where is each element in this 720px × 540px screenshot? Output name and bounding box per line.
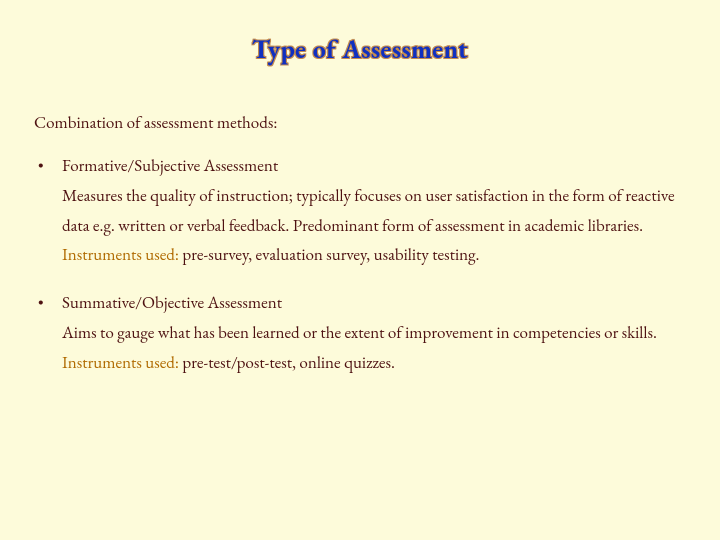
item-instruments-line: Instruments used: pre-survey, evaluation… [62,241,686,271]
list-item: Summative/Objective Assessment Aims to g… [34,289,686,378]
instruments-value: pre-survey, evaluation survey, usability… [179,244,479,266]
instruments-value: pre-test/post-test, online quizzes. [179,352,395,374]
item-description: Measures the quality of instruction; typ… [62,185,675,237]
list-item: Formative/Subjective Assessment Measures… [34,152,686,271]
slide: Type of Assessment Combination of assess… [0,0,720,540]
item-heading: Summative/Objective Assessment [62,292,282,314]
intro-text: Combination of assessment methods: [34,112,686,134]
slide-title: Type of Assessment [34,32,686,66]
instruments-label: Instruments used: [62,352,179,374]
item-instruments-line: Instruments used: pre-test/post-test, on… [62,349,686,379]
item-description: Aims to gauge what has been learned or t… [62,322,657,344]
instruments-label: Instruments used: [62,244,179,266]
bullet-list: Formative/Subjective Assessment Measures… [34,152,686,378]
item-heading: Formative/Subjective Assessment [62,155,278,177]
